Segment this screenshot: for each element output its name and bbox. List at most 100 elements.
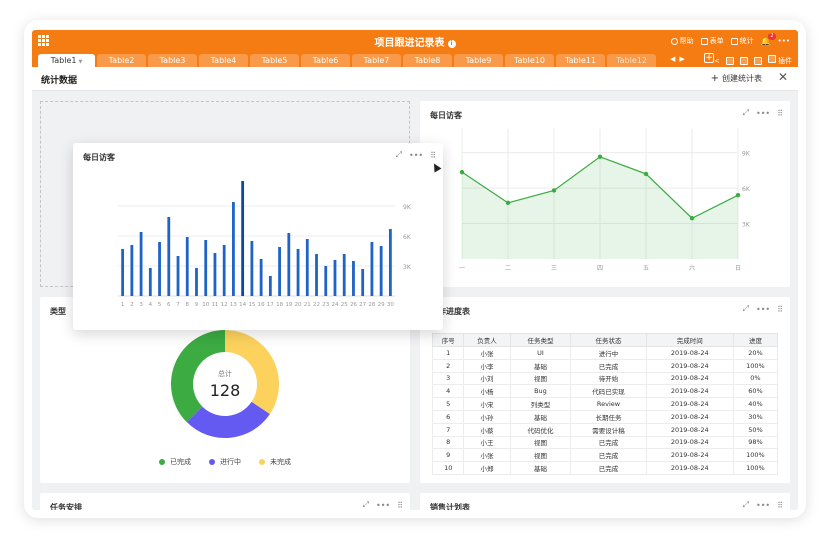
bar[interactable]: [315, 254, 318, 296]
share-icon[interactable]: <: [713, 56, 720, 65]
more-icon[interactable]: •••: [408, 150, 424, 160]
tab-table7[interactable]: Table7: [352, 54, 401, 67]
export-icon[interactable]: [725, 56, 734, 65]
tab-table1[interactable]: Table1 ▼: [38, 54, 95, 67]
table-row[interactable]: 7 小蔡 代码优化 需要设计稿 2019-08-24 50%: [431, 422, 779, 437]
bar[interactable]: [232, 202, 235, 296]
chevron-right-icon[interactable]: ▶: [679, 55, 685, 63]
bar[interactable]: [130, 245, 134, 296]
daily-visits-card[interactable]: 每日访客 ⤢ ••• ⠿ 3K 6K 9K 一 二 三 四 五 六 日: [420, 101, 790, 287]
bar[interactable]: [250, 241, 254, 296]
data-point[interactable]: [735, 192, 741, 198]
notification-button[interactable]: 🔔 2: [761, 32, 776, 46]
tab-table6[interactable]: Table6: [301, 54, 350, 67]
expand-icon[interactable]: ⤢: [742, 500, 749, 509]
pie-slice[interactable]: [186, 401, 270, 438]
form-button[interactable]: 表单: [700, 36, 724, 46]
data-point[interactable]: [459, 169, 465, 175]
bar[interactable]: [204, 240, 208, 296]
table-row[interactable]: 5 小宋 列类型 Review 2019-08-24 40%: [431, 397, 779, 411]
more-icon[interactable]: •••: [755, 500, 771, 510]
bar[interactable]: [324, 266, 328, 296]
data-point[interactable]: [643, 171, 649, 177]
bar[interactable]: [342, 254, 346, 296]
drag-handle-icon[interactable]: ⠿: [777, 108, 783, 118]
column-header[interactable]: 负责人: [463, 333, 511, 347]
table-row[interactable]: 2 小李 基础 已完成 2019-08-24 100%: [431, 358, 779, 373]
table-row[interactable]: 3 小刘 视图 待开始 2019-08-24 0%: [431, 371, 779, 386]
bar[interactable]: [241, 181, 245, 296]
progress-table-card[interactable]: 工作进度表 ⤢ ••• ⠿ 序号 负责人 任务类型 任务状态 完成时间 进度 1 小张 UI 进行中…: [420, 297, 790, 483]
plugin-button[interactable]: 插件: [767, 55, 792, 66]
bar[interactable]: [278, 247, 281, 296]
stats-button[interactable]: 统计: [730, 36, 754, 46]
legend-item[interactable]: 进行中: [209, 457, 241, 467]
floating-daily-visits-card[interactable]: 每日访客 ⤢ ••• ⠿ 3K 6K 9K 1 2 3 4 5 6 7 8 9 10 11 12 13 14 15 16…: [73, 143, 443, 330]
bar[interactable]: [361, 269, 365, 296]
tab-table8[interactable]: Table8: [403, 54, 452, 67]
bar[interactable]: [379, 246, 383, 296]
data-point[interactable]: [505, 200, 511, 206]
bar[interactable]: [195, 268, 198, 296]
tab-table11[interactable]: Table11: [556, 54, 605, 67]
bar[interactable]: [352, 261, 355, 296]
tab-table4[interactable]: Table4: [199, 54, 248, 67]
bar[interactable]: [148, 268, 152, 296]
table-row[interactable]: 1 小张 UI 进行中 2019-08-24 20%: [431, 346, 779, 360]
drag-handle-icon[interactable]: ⠿: [430, 150, 436, 160]
bar[interactable]: [139, 232, 143, 296]
bar[interactable]: [158, 242, 161, 296]
tab-table3[interactable]: Table3: [148, 54, 197, 67]
data-point[interactable]: [551, 188, 557, 193]
more-icon[interactable]: •••: [755, 108, 771, 118]
tab-table5[interactable]: Table5: [250, 54, 299, 67]
data-point[interactable]: [597, 154, 603, 159]
data-point[interactable]: [689, 216, 695, 221]
help-button[interactable]: 帮助: [670, 36, 694, 46]
bar[interactable]: [388, 229, 392, 296]
legend-item[interactable]: 未完成: [259, 457, 291, 467]
bar[interactable]: [370, 242, 374, 296]
more-icon[interactable]: •••: [777, 37, 790, 45]
bar[interactable]: [176, 256, 180, 296]
bar[interactable]: [287, 233, 291, 296]
bar[interactable]: [167, 217, 171, 296]
apps-grid-icon[interactable]: [38, 35, 49, 46]
column-header[interactable]: 任务状态: [570, 333, 647, 347]
column-header[interactable]: 序号: [431, 333, 465, 347]
column-header[interactable]: 任务类型: [509, 333, 572, 347]
table-row[interactable]: 6 小孙 基础 长期任务 2019-08-24 30%: [431, 409, 779, 424]
tab-table9[interactable]: Table9: [454, 54, 503, 67]
bar[interactable]: [333, 260, 337, 296]
info-icon[interactable]: i: [447, 40, 456, 48]
drag-handle-icon[interactable]: ⠿: [397, 500, 403, 510]
expand-icon[interactable]: ⤢: [362, 500, 369, 509]
column-header[interactable]: 进度: [732, 333, 779, 347]
pie-slice[interactable]: [225, 330, 279, 415]
close-icon[interactable]: ✕: [777, 70, 788, 84]
pie-slice[interactable]: [170, 330, 225, 423]
more-icon[interactable]: •••: [755, 304, 771, 314]
bar[interactable]: [185, 237, 189, 296]
bar[interactable]: [121, 249, 125, 296]
add-table-button[interactable]: +: [704, 53, 714, 63]
sales-card[interactable]: 销售计划表 ⤢ ••• ⠿: [420, 493, 790, 510]
tab-table10[interactable]: Table10: [505, 54, 554, 67]
legend-item[interactable]: 已完成: [159, 457, 191, 467]
expand-icon[interactable]: ⤢: [395, 150, 402, 159]
drag-handle-icon[interactable]: ⠿: [777, 500, 783, 510]
bar[interactable]: [259, 259, 263, 296]
bar[interactable]: [213, 253, 217, 296]
expand-icon[interactable]: ⤢: [742, 108, 749, 117]
bar[interactable]: [305, 239, 309, 296]
bar[interactable]: [296, 249, 300, 296]
tasks-card[interactable]: 任务安排 ⤢ ••• ⠿: [40, 493, 410, 510]
tab-table2[interactable]: Table2: [97, 54, 146, 67]
create-stats-button[interactable]: + 创建统计表: [711, 73, 762, 84]
bar[interactable]: [268, 276, 272, 296]
table-row[interactable]: 4 小杨 Bug 代码已实现 2019-08-24 60%: [431, 384, 779, 399]
settings-icon[interactable]: [753, 56, 762, 65]
view-icon[interactable]: [739, 56, 748, 65]
table-row[interactable]: 9 小张 视图 已完成 2019-08-24 100%: [431, 448, 779, 463]
chevron-left-icon[interactable]: ◀: [670, 55, 676, 63]
